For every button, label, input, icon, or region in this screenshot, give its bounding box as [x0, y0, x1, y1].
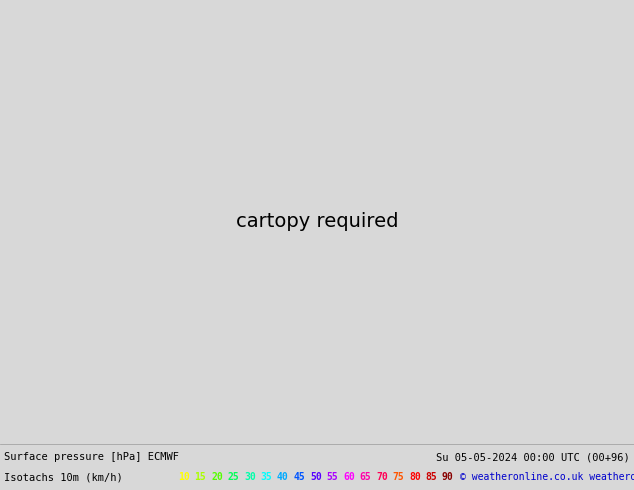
Text: 70: 70	[376, 472, 388, 482]
Text: 85: 85	[425, 472, 437, 482]
Text: 65: 65	[359, 472, 372, 482]
Text: 50: 50	[310, 472, 321, 482]
Text: 25: 25	[228, 472, 239, 482]
Text: 35: 35	[261, 472, 272, 482]
Text: 20: 20	[211, 472, 223, 482]
Text: 80: 80	[409, 472, 421, 482]
Text: Surface pressure [hPa] ECMWF: Surface pressure [hPa] ECMWF	[4, 452, 179, 463]
Text: cartopy required: cartopy required	[236, 212, 398, 231]
Text: Isotachs 10m (km/h): Isotachs 10m (km/h)	[4, 472, 129, 482]
Text: 75: 75	[392, 472, 404, 482]
Text: 15: 15	[195, 472, 206, 482]
Text: 55: 55	[327, 472, 339, 482]
Text: 45: 45	[294, 472, 305, 482]
Text: 90: 90	[442, 472, 454, 482]
Text: 40: 40	[277, 472, 288, 482]
Text: 30: 30	[244, 472, 256, 482]
Text: © weatheronline.co.uk weatheronline.co.uk: © weatheronline.co.uk weatheronline.co.u…	[460, 472, 634, 482]
Text: 10: 10	[178, 472, 190, 482]
Text: Su 05-05-2024 00:00 UTC (00+96): Su 05-05-2024 00:00 UTC (00+96)	[436, 452, 630, 463]
Text: 60: 60	[343, 472, 355, 482]
